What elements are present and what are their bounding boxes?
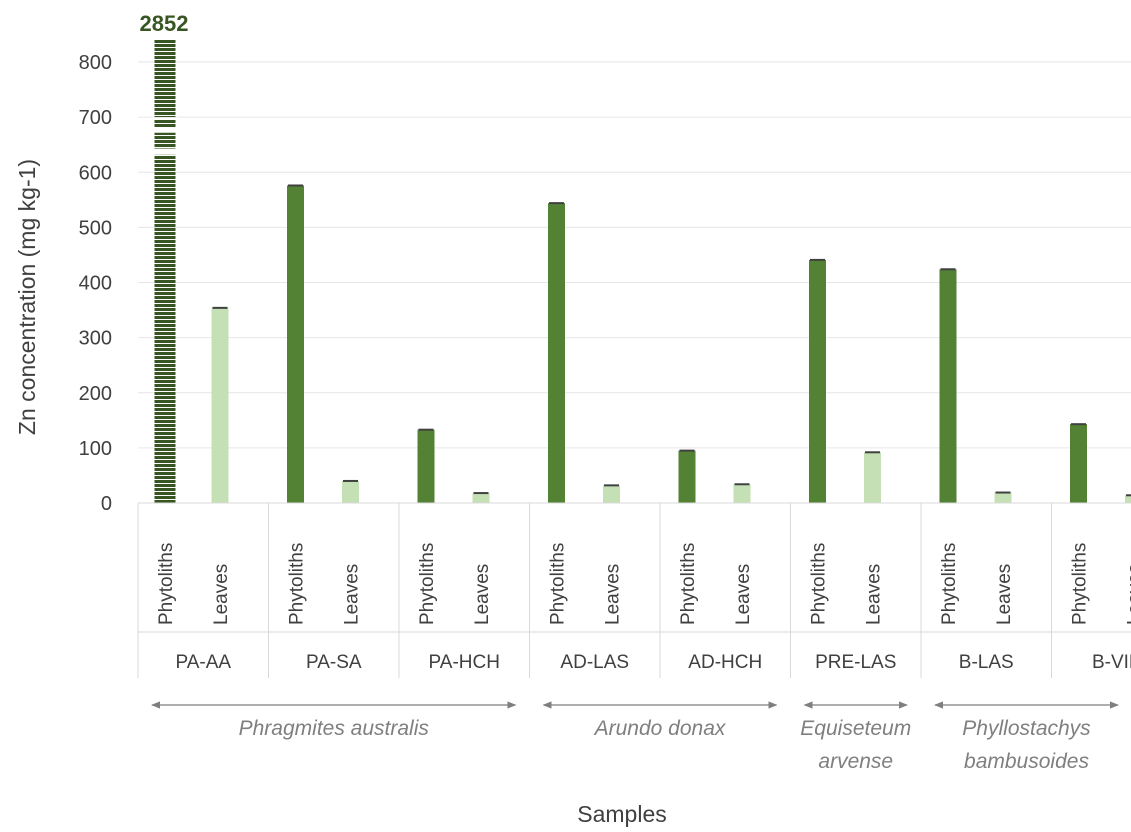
x-subcategory-label: Leaves (342, 564, 363, 625)
x-subcategory-label: Leaves (603, 564, 624, 625)
x-subcategory-label: Leaves (211, 564, 232, 625)
bar-B-VIE-phytoliths (1070, 424, 1087, 503)
x-subcategory-label: Phytoliths (417, 543, 438, 625)
y-tick-label: 300 (79, 328, 112, 350)
x-axis: Phytoliths Leaves PA-AA Phytoliths Leaves PA-… (137, 502, 1131, 678)
x-subcategory-label: Leaves (733, 564, 754, 625)
y-tick-label: 0 (101, 493, 112, 515)
bar-AD-LAS-phytoliths (548, 203, 565, 503)
x-subcategory-label: Phytoliths (809, 543, 830, 625)
y-axis-ticks: 0 100 200 300 400 500 600 700 800 (79, 52, 112, 515)
bars (152, 40, 1131, 504)
x-subcategory-label: Leaves (1125, 564, 1131, 625)
x-group-label: PRE-LAS (815, 652, 896, 673)
x-group-label: AD-LAS (560, 652, 629, 673)
x-group-label: PA-HCH (429, 652, 500, 673)
y-tick-label: 200 (79, 383, 112, 405)
species-label: Phragmites australis (239, 717, 430, 740)
x-group-label: AD-HCH (688, 652, 762, 673)
x-subcategory-label: Phytoliths (287, 543, 308, 625)
x-subcategory-label: Phytoliths (939, 543, 960, 625)
gridlines (138, 61, 1131, 449)
y-tick-label: 400 (79, 273, 112, 295)
species-label: Phyllostachys (962, 717, 1091, 740)
bar-B-LAS-phytoliths (939, 269, 957, 503)
x-group-label: PA-SA (306, 652, 362, 673)
bar-PA-AA-phytoliths (152, 40, 178, 503)
bar-PA-HCH-phytoliths (417, 429, 435, 503)
bar-PRE-LAS-phytoliths (809, 259, 826, 503)
x-group-label: PA-AA (175, 652, 231, 673)
bar-AD-HCH-phytoliths (678, 450, 696, 503)
species-label: Arundo donax (593, 717, 727, 740)
species-label: Equiseteum (800, 717, 911, 740)
y-tick-label: 600 (79, 162, 112, 184)
axis-break-value-label: 2852 (140, 11, 189, 36)
bar-PRE-LAS-leaves (864, 452, 881, 503)
x-subcategory-label: Phytoliths (156, 543, 177, 625)
bar-PA-HCH-leaves (472, 493, 490, 503)
y-tick-label: 500 (79, 217, 112, 239)
y-tick-label: 100 (79, 438, 112, 460)
x-subcategory-label: Phytoliths (548, 543, 569, 625)
x-subcategory-label: Leaves (864, 564, 885, 625)
bar-AD-HCH-leaves (733, 484, 751, 503)
x-axis-title: Samples (577, 801, 666, 827)
bar-B-VIE-leaves (1125, 495, 1131, 503)
y-axis-title: Zn concentration (mg kg-1) (14, 159, 40, 435)
y-tick-label: 800 (79, 52, 112, 74)
x-subcategory-label: Leaves (994, 564, 1015, 625)
species-annotations: Phragmites australis Arundo donax Equisete… (151, 701, 1119, 773)
bar-PA-AA-leaves (211, 307, 229, 503)
bar-PA-SA-phytoliths (287, 185, 304, 504)
x-group-label: B-VIE (1092, 652, 1131, 673)
y-tick-label: 700 (79, 107, 112, 129)
x-subcategory-label: Phytoliths (1070, 543, 1091, 625)
species-label: arvense (818, 750, 893, 773)
bar-PA-SA-leaves (342, 480, 359, 503)
species-label: bambusoides (964, 750, 1089, 773)
x-subcategory-label: Phytoliths (678, 543, 699, 625)
bar-B-LAS-leaves (994, 492, 1012, 503)
x-subcategory-label: Leaves (472, 564, 493, 625)
x-group-label: B-LAS (959, 652, 1014, 673)
bar-AD-LAS-leaves (603, 485, 620, 503)
